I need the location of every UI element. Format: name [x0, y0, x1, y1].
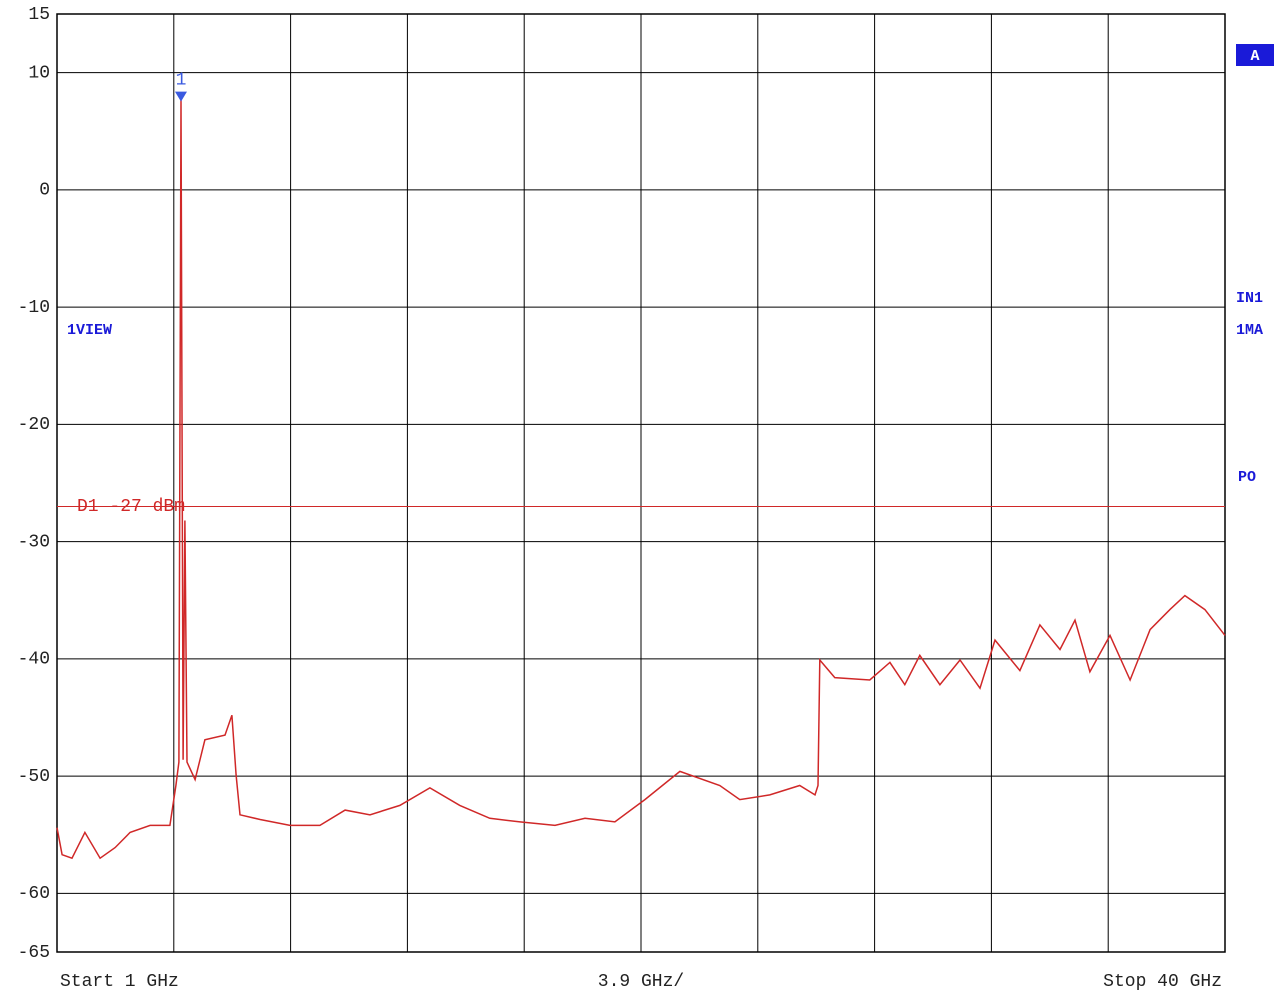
side-label: PO: [1238, 469, 1256, 486]
y-tick-label: -60: [18, 884, 50, 904]
screen-label: A: [1250, 48, 1259, 65]
display-line-label: D1 -27 dBm: [77, 497, 185, 517]
y-tick-label: -65: [18, 943, 50, 963]
span-label: 3.9 GHz/: [598, 972, 684, 992]
y-tick-label: -20: [18, 415, 50, 435]
screen-badge: [1236, 44, 1274, 66]
marker: [174, 91, 187, 102]
marker-label: 1: [176, 70, 187, 90]
y-tick-label: -40: [18, 650, 50, 670]
y-tick-label: 0: [39, 181, 50, 201]
y-tick-label: 15: [28, 5, 50, 25]
y-tick-label: 10: [28, 63, 50, 83]
view-label: 1VIEW: [67, 322, 112, 339]
stop-label: Stop 40 GHz: [1103, 972, 1222, 992]
side-label: 1MA: [1236, 322, 1263, 339]
side-label: IN1: [1236, 290, 1263, 307]
y-tick-label: -30: [18, 532, 50, 552]
y-tick-label: -10: [18, 298, 50, 318]
start-label: Start 1 GHz: [60, 972, 179, 992]
trace: [56, 99, 1226, 860]
y-tick-label: -50: [18, 767, 50, 787]
